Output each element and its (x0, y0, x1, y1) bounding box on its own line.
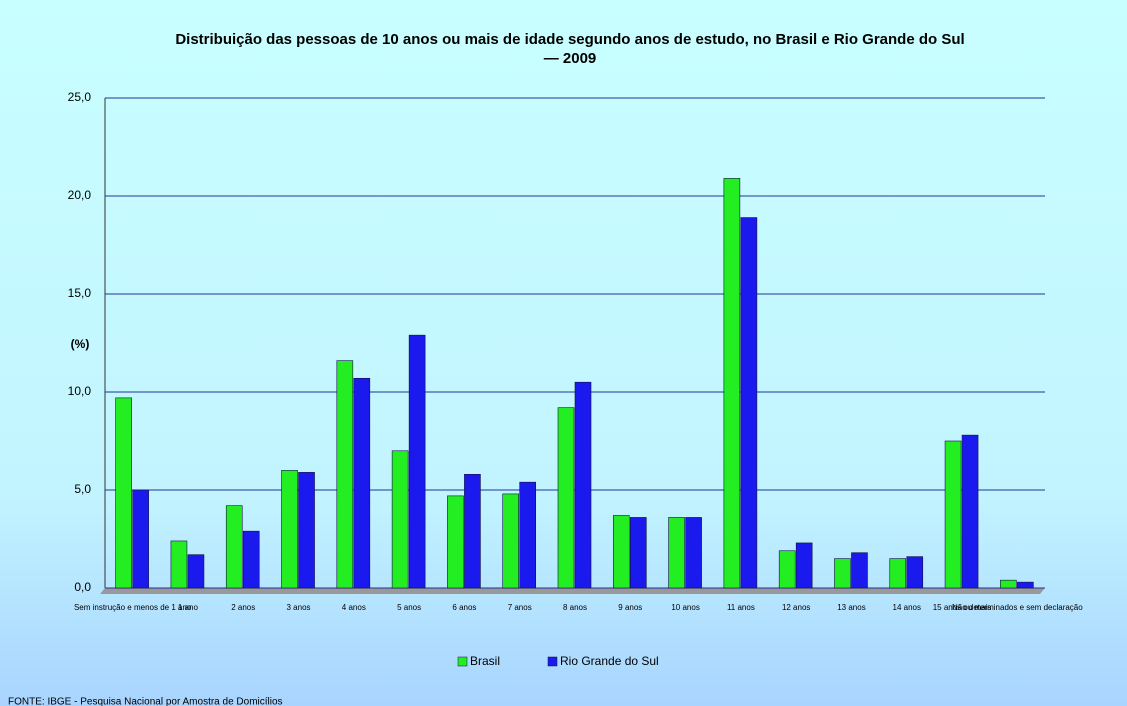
bar (447, 495, 464, 589)
bar (851, 552, 868, 589)
x-tick-label: 1 ano (178, 603, 199, 612)
bar (1000, 579, 1017, 589)
bar (281, 470, 298, 589)
x-tick-label: 10 anos (671, 603, 699, 612)
x-tick-label: 12 anos (782, 603, 810, 612)
x-tick-label: 13 anos (837, 603, 865, 612)
legend-label: Brasil (470, 654, 500, 668)
x-tick-label: 14 anos (893, 603, 921, 612)
bar (408, 334, 426, 589)
bar (353, 377, 371, 589)
x-tick-label: 6 anos (452, 603, 476, 612)
y-tick-label: 25,0 (68, 90, 92, 104)
y-tick-label: 15,0 (68, 286, 92, 300)
bar (391, 450, 409, 589)
bar (187, 554, 205, 589)
x-tick-label: 2 anos (231, 603, 255, 612)
bar (225, 505, 243, 589)
y-tick-label: 20,0 (68, 188, 92, 202)
bar (778, 550, 796, 589)
bar (336, 360, 354, 589)
bar (574, 381, 592, 589)
bar (519, 481, 537, 589)
bar (612, 515, 630, 589)
bar (834, 558, 851, 589)
bar (723, 178, 741, 589)
bar (889, 558, 907, 589)
x-tick-label: 8 anos (563, 603, 587, 612)
bar (170, 540, 188, 589)
bar (115, 397, 132, 589)
bar (944, 440, 962, 589)
legend-swatch (547, 656, 558, 667)
legend-swatch (457, 656, 468, 667)
floor (100, 588, 1045, 594)
chart-title: Distribuição das pessoas de 10 anos ou m… (175, 31, 965, 67)
bar (464, 474, 481, 589)
bar (961, 434, 979, 589)
source: FONTE: IBGE - Pesquisa Nacional por Amos… (8, 697, 283, 706)
x-tick-label: 3 anos (287, 603, 311, 612)
x-tick-label: 7 anos (508, 603, 532, 612)
x-tick-label: 11 anos (727, 603, 755, 612)
x-tick-label: 4 anos (342, 603, 366, 612)
bar (629, 517, 647, 589)
x-tick-label: Não determinados e sem declaração (952, 603, 1083, 612)
bar (502, 493, 520, 589)
bar (132, 489, 149, 589)
y-tick-label: 5,0 (74, 482, 91, 496)
bar (1017, 581, 1034, 589)
x-tick-label: 9 anos (618, 603, 642, 612)
legend-label: Rio Grande do Sul (560, 654, 659, 668)
bar (740, 217, 758, 589)
y-tick-label: 0,0 (74, 580, 91, 594)
bar (685, 517, 702, 589)
bar (668, 517, 685, 589)
y-axis-label: (%) (71, 337, 90, 351)
bar (242, 530, 260, 589)
bar (557, 407, 575, 589)
x-tick-label: Sem instrução e menos de 1 ano (74, 603, 192, 612)
x-tick-label: 5 anos (397, 603, 421, 612)
bar (906, 556, 924, 589)
y-tick-label: 10,0 (68, 384, 92, 398)
bar (298, 472, 315, 589)
x-tick-label: 15 anos ou mais (933, 603, 992, 612)
bar (795, 542, 813, 589)
